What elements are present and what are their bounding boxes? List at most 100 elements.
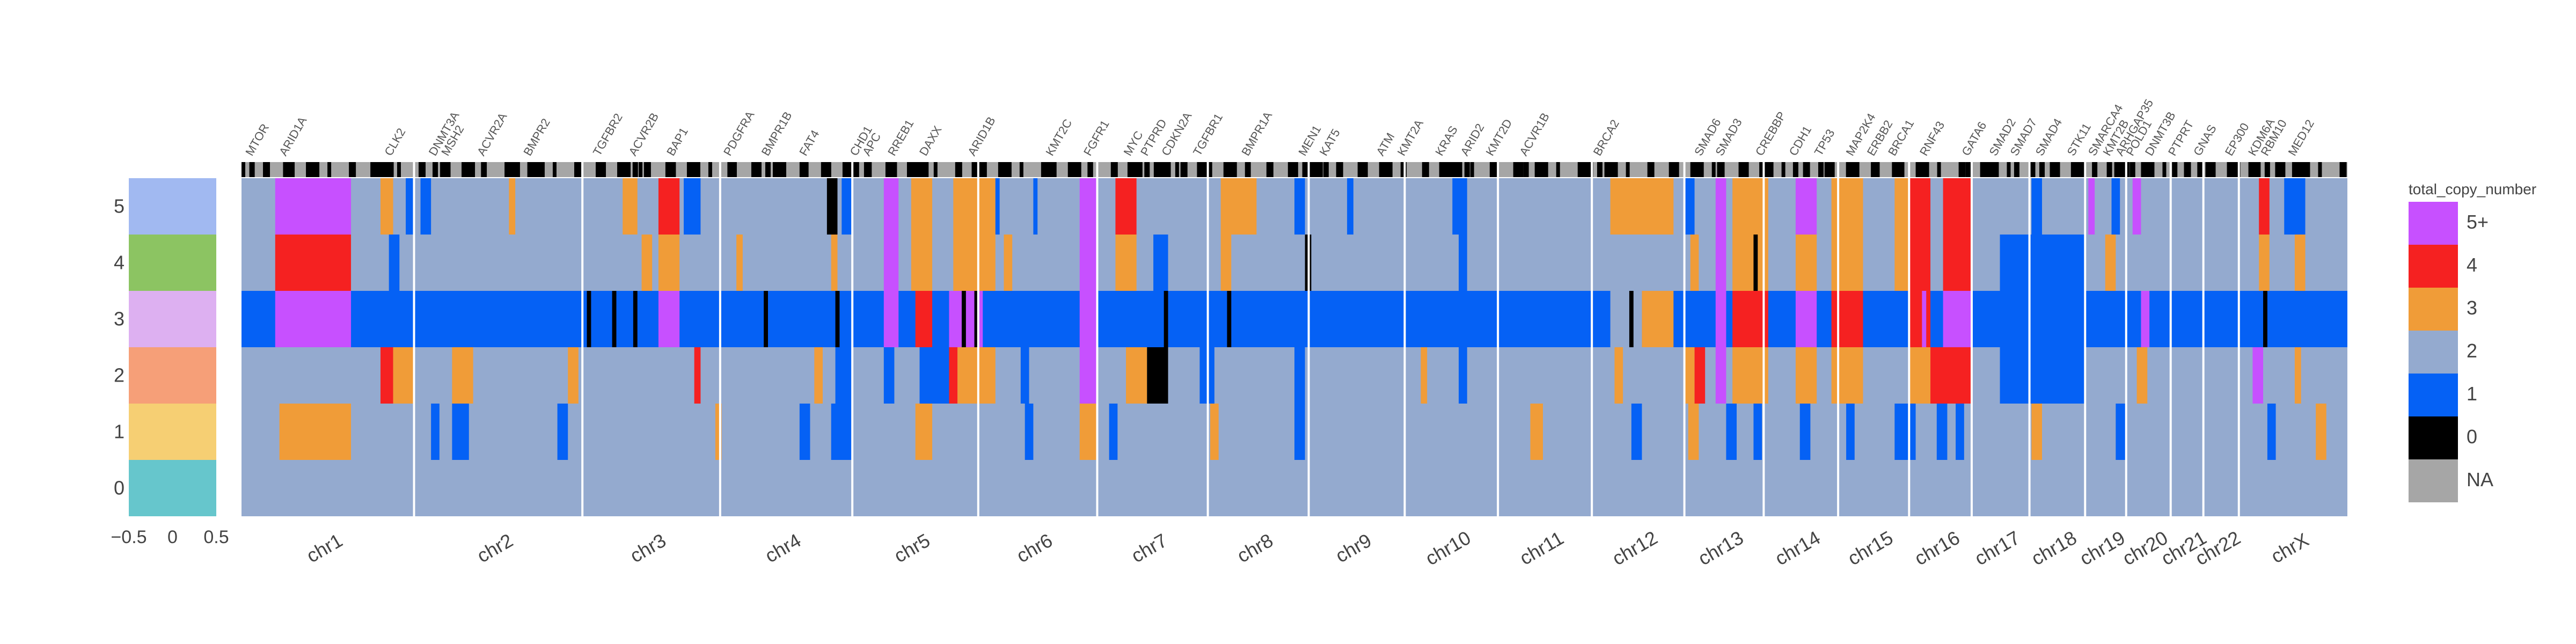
- chromosome-tick-label: chr2: [473, 529, 517, 567]
- cn-segment: [1688, 404, 1699, 460]
- cn-segment: [957, 347, 996, 404]
- gene-marker: [923, 162, 929, 177]
- cn-segment: [279, 404, 352, 460]
- chromosome-tick-label: chr5: [890, 529, 934, 567]
- cn-segment: [2252, 347, 2264, 404]
- chromosome-tick-label: chr6: [1013, 529, 1056, 567]
- cn-segment: [1115, 235, 1137, 291]
- cn-segment: [1210, 404, 1219, 460]
- cn-segment: [1831, 347, 1863, 404]
- gene-label: KMT2D: [1483, 116, 1515, 158]
- gene-marker: [1993, 162, 1999, 177]
- cn-segment: [1694, 347, 1706, 404]
- gene-track-marker: [1019, 162, 1023, 177]
- cn-segment: [2031, 178, 2043, 235]
- cn-segment: [1153, 235, 1168, 291]
- cn-segment: [831, 404, 852, 460]
- strip-cell-0: [129, 460, 216, 516]
- cn-segment: [1831, 291, 1863, 347]
- cn-segment: [1930, 347, 1973, 404]
- gene-track-marker: [574, 162, 581, 177]
- cn-segment: [1795, 347, 1817, 404]
- cn-segment: [883, 235, 899, 291]
- gene-track-marker: [1448, 162, 1462, 177]
- cn-segment: [953, 235, 996, 291]
- strip-cell-3: [129, 291, 216, 347]
- cn-segment: [431, 404, 440, 460]
- gene-track-marker: [1357, 162, 1368, 177]
- gene-track-marker: [751, 162, 762, 177]
- cn-segment: [2000, 347, 2084, 404]
- cn-segment: [1294, 404, 1305, 460]
- cn-segment: [612, 291, 617, 347]
- gene-track-marker: [263, 162, 270, 177]
- gene-track-marker: [1422, 162, 1429, 177]
- gene-marker: [1597, 162, 1602, 177]
- cn-segment: [919, 347, 954, 404]
- gene-track-marker: [1668, 162, 1679, 177]
- gene-track-marker: [708, 162, 712, 177]
- gene-marker: [2039, 162, 2045, 177]
- gene-track-marker: [1647, 162, 1655, 177]
- strip-x-tick: −0.5: [111, 527, 147, 547]
- gene-marker: [632, 162, 638, 177]
- strip-row-label: 2: [114, 364, 125, 386]
- gene-track-marker: [2007, 162, 2011, 177]
- cn-segment: [2263, 291, 2267, 347]
- cn-segment: [715, 404, 722, 460]
- cn-segment: [1631, 404, 1642, 460]
- gene-marker: [1464, 162, 1470, 177]
- gene-track-marker: [821, 162, 831, 177]
- gene-marker: [2119, 162, 2125, 177]
- gene-label: ARID1A: [276, 114, 310, 158]
- gene-marker: [2149, 162, 2155, 177]
- cn-segment: [1831, 235, 1863, 291]
- cn-segment: [684, 178, 701, 235]
- gene-track-marker: [2296, 162, 2310, 177]
- gene-track-marker: [1336, 162, 1343, 177]
- cn-segment: [2267, 404, 2276, 460]
- gene-marker: [2252, 162, 2258, 177]
- cn-segment: [1020, 347, 1029, 404]
- cn-segment: [1079, 347, 1097, 404]
- legend-label: 3: [2467, 297, 2477, 319]
- gene-marker: [2292, 162, 2297, 177]
- gene-track-marker: [1287, 162, 1298, 177]
- gene-track-marker: [2248, 162, 2252, 177]
- cn-segment: [1459, 235, 1467, 291]
- cn-segment: [911, 235, 933, 291]
- cn-segment: [633, 291, 638, 347]
- gene-marker: [1245, 162, 1251, 177]
- cn-segment: [275, 235, 352, 291]
- gene-marker: [527, 162, 533, 177]
- gene-track-marker: [1132, 162, 1143, 177]
- gene-marker: [283, 162, 289, 177]
- gene-track-marker: [1513, 162, 1524, 177]
- legend-swatch: [2409, 288, 2458, 331]
- gene-marker: [1197, 162, 1203, 177]
- cn-segment: [1846, 404, 1855, 460]
- gene-label: FAT4: [796, 128, 822, 158]
- cn-segment: [2284, 178, 2306, 235]
- gene-track-marker: [1266, 162, 1274, 177]
- gene-marker: [1892, 162, 1898, 177]
- gene-label: ARID2: [1458, 121, 1487, 158]
- cn-segment: [1610, 178, 1674, 235]
- cn-segment: [949, 347, 958, 404]
- gene-track-marker: [1583, 162, 1593, 177]
- strip-cell-4: [129, 235, 216, 291]
- gene-marker: [2129, 162, 2135, 177]
- gene-track-marker: [2339, 162, 2347, 177]
- cn-segment: [1909, 235, 1931, 291]
- gene-marker: [971, 162, 977, 177]
- gene-label: KRAS: [1432, 123, 1460, 158]
- gene-label: CDKN2A: [1159, 109, 1194, 158]
- cn-segment: [1684, 347, 1695, 404]
- gene-marker: [1849, 162, 1855, 177]
- legend-label: 0: [2467, 426, 2477, 448]
- cn-segment: [883, 291, 899, 347]
- gene-marker: [1302, 162, 1308, 177]
- cn-segment: [2259, 178, 2270, 235]
- gene-marker: [1380, 162, 1386, 177]
